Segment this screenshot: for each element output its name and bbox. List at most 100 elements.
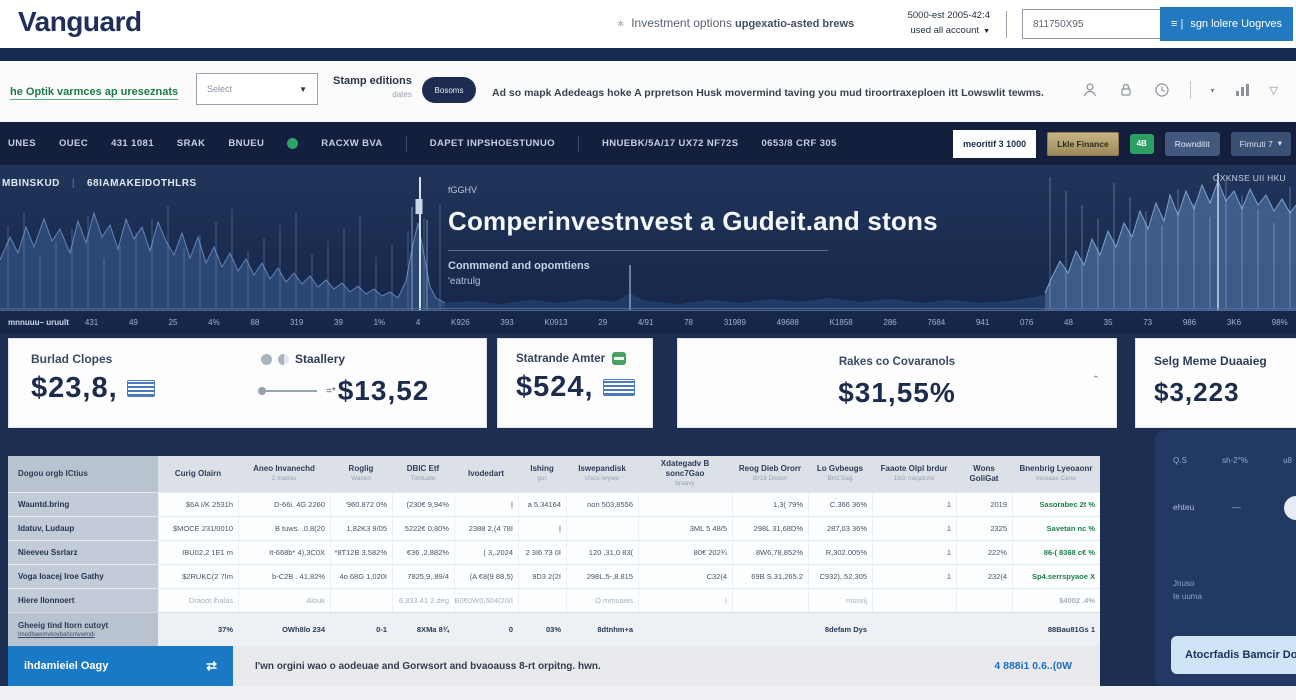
footer-cell: 0-1 xyxy=(330,613,392,646)
table-cell: 80€ 202¾ xyxy=(638,541,732,564)
axis-tick-label: 3K6 xyxy=(1226,318,1242,327)
axis-tick-label: 31989 xyxy=(723,318,746,327)
nav-item-dapet[interactable]: DAPET INPSHOESTUNUO xyxy=(429,138,555,149)
column-header: Ishing gur xyxy=(518,456,566,492)
column-header-label: Dogou orgb ICtius xyxy=(18,469,88,478)
row-header-cell: Idatuv, Ludaup xyxy=(8,517,158,540)
panel-action-button[interactable]: Atocrfadis Bamcir Do xyxy=(1171,636,1296,674)
nav-item-hnuebk[interactable]: HNUEBK/5A/17 UX72 NF72S xyxy=(602,138,739,149)
table-cell: $6A I/K 2531h xyxy=(158,493,238,516)
axis-tick-label: 1% xyxy=(373,318,386,327)
hero-right-label: OXKNSE UII HKU xyxy=(1212,173,1286,183)
search-input[interactable] xyxy=(1022,9,1164,39)
column-header-subtitle: 2 matlas xyxy=(271,475,297,483)
bar-chart-icon[interactable] xyxy=(1235,83,1250,97)
table-cell: (A €8(9 88,5) xyxy=(454,565,518,588)
footer-cell xyxy=(872,613,956,646)
select-dropdown[interactable]: Select ▼ xyxy=(196,73,318,105)
column-header-label: Wons GoliGat xyxy=(969,464,999,483)
table-cell: C32(4 xyxy=(638,565,732,588)
nav-item-bnueu[interactable]: BNUEU xyxy=(228,138,265,149)
nav-item-racxw[interactable]: RACXW BVA xyxy=(321,138,383,149)
monitor-button[interactable]: meoritif 3 1000 xyxy=(953,129,1037,158)
hero-subtitle-1: Conmmend and opomtiens xyxy=(448,260,590,272)
stat-value-text: $3,223 xyxy=(1154,377,1240,407)
toolbar-icons: ▾ ▽ xyxy=(1082,81,1278,99)
axis-tick-label: 88 xyxy=(250,318,260,327)
clock-icon[interactable] xyxy=(1154,82,1170,98)
nav-item-unes[interactable]: UNES xyxy=(8,138,36,149)
panel-circle-icon[interactable] xyxy=(1284,496,1296,520)
hero-label-2[interactable]: 68IAMAKEIDOTHLRS xyxy=(87,178,197,189)
footer-sublabel: Imodbawmvkoybahcmvwmdi xyxy=(18,632,95,638)
table-cell: 7825,9,.89/4 xyxy=(392,565,454,588)
footer-cell: 8dtnhm+a xyxy=(566,613,638,646)
account-line1: 5000-est 2005-42:4 xyxy=(907,10,990,21)
stat-label: Rakes co Covaranols xyxy=(838,356,956,368)
bottom-link[interactable]: 4 888i1 0.6..(0W xyxy=(994,660,1072,672)
table-cell: C932),.52,305 xyxy=(808,565,872,588)
lock-icon[interactable] xyxy=(1118,82,1134,98)
triangle-icon[interactable]: ▽ xyxy=(1269,84,1278,97)
column-header-subtitle: Inceaas Cene xyxy=(1035,475,1077,483)
account-dropdown[interactable]: 5000-est 2005-42:4 used all account ▼ xyxy=(880,8,990,38)
stat-value-text: $23,8, xyxy=(31,372,118,404)
nav-item-4311081[interactable]: 431 1081 xyxy=(111,138,154,149)
axis-tick-label: 4% xyxy=(208,318,220,327)
price-chart[interactable] xyxy=(0,165,1296,310)
stat-burlad: Burlad Clopes $23,8, xyxy=(31,352,155,405)
column-header: Dogou orgb ICtius xyxy=(8,456,158,492)
side-panel: Q.S sh-2°% u8 ehteu — Jnuso te uuma Atoc… xyxy=(1155,430,1296,686)
chevron-down-icon: ▼ xyxy=(299,84,307,94)
collapse-caret-icon[interactable]: ˆ xyxy=(1093,373,1098,388)
column-header-subtitle: Tinduate xyxy=(410,475,436,483)
cash-icon xyxy=(612,352,627,365)
nav-item-crf[interactable]: 0653/8 CRF 305 xyxy=(761,138,837,149)
table-cell xyxy=(872,589,956,612)
column-header: Iswepandisk Uscs iwywe xyxy=(566,456,638,492)
chevron-down-icon[interactable]: ▾ xyxy=(1210,85,1215,95)
axis-tick-label: 4 xyxy=(415,318,421,327)
person-icon[interactable] xyxy=(1082,82,1098,98)
axis-tick-label: 29 xyxy=(598,318,608,327)
column-header: Aneo Invanechd 2 matlas xyxy=(238,456,330,492)
axis-tick-label: K1858 xyxy=(829,318,853,327)
column-header-subtitle: Brct:Sag xyxy=(827,475,853,483)
stat-label-row: Statrande Amter xyxy=(516,352,652,365)
navy-divider-strip xyxy=(0,48,1296,61)
table-cell: a 5.34164 xyxy=(518,493,566,516)
nav-item-srak[interactable]: SRAK xyxy=(176,138,206,149)
secondary-toolbar: he Optik varmces ap ureseznats Select ▼ … xyxy=(0,61,1296,123)
individual-copy-button[interactable]: ihdamieiel Oagy ⇄ xyxy=(8,646,233,686)
table-cell: 2388 2,(4 78I xyxy=(454,517,518,540)
signin-button[interactable]: ≡ | sgn lolere Uogrves xyxy=(1160,7,1293,41)
table-cell: 8W6,78,852% xyxy=(732,541,808,564)
nav-item-ouec[interactable]: OUEC xyxy=(59,138,89,149)
table-cell: It-668b* 4),3C0X xyxy=(238,541,330,564)
finance-button[interactable]: Lkle Finance xyxy=(1047,131,1119,156)
table-cell xyxy=(732,589,808,612)
bottom-note-bar: I'wn orgini wao o aodeuae and Gorwsort a… xyxy=(233,646,1100,686)
status-dot-icon xyxy=(287,138,299,149)
column-header-label: Ivodedart xyxy=(467,469,504,478)
table-row: Hiere Ilonnoert Draoot ihalas Alouk 6,833.4… xyxy=(8,588,1100,612)
options-center-link[interactable]: he Optik varmces ap ureseznats xyxy=(10,86,179,98)
panel-small-label-1: Jnuso xyxy=(1173,579,1195,588)
become-button[interactable]: Bosoms xyxy=(422,77,476,103)
hero-left-labels: MBINSKUD | 68IAMAKEIDOTHLRS xyxy=(2,178,197,189)
rownditit-button[interactable]: Rownditit xyxy=(1164,131,1220,156)
table-cell: Draoot ihalas xyxy=(158,589,238,612)
column-header-subtitle: gur xyxy=(537,475,547,483)
table-cell: 1 xyxy=(872,541,956,564)
green-badge[interactable]: 4B xyxy=(1129,133,1154,154)
fimruti-dropdown-button[interactable]: Fimruti 7 ▾ xyxy=(1230,131,1291,156)
table-cell: 1 xyxy=(872,517,956,540)
column-header-label: Xdategadv B sonc7Gao xyxy=(660,459,710,479)
investment-options-link[interactable]: ∗ Investment options xyxy=(616,16,732,30)
hero-label-1[interactable]: MBINSKUD xyxy=(2,178,60,189)
table-cell: 1 xyxy=(872,493,956,516)
axis-tick-label: 73 xyxy=(1143,318,1153,327)
table-cell: | xyxy=(638,589,732,612)
chevron-down-icon: ▼ xyxy=(983,28,990,36)
main-navbar: UNES OUEC 431 1081 SRAK BNUEU RACXW BVA … xyxy=(0,122,1296,165)
